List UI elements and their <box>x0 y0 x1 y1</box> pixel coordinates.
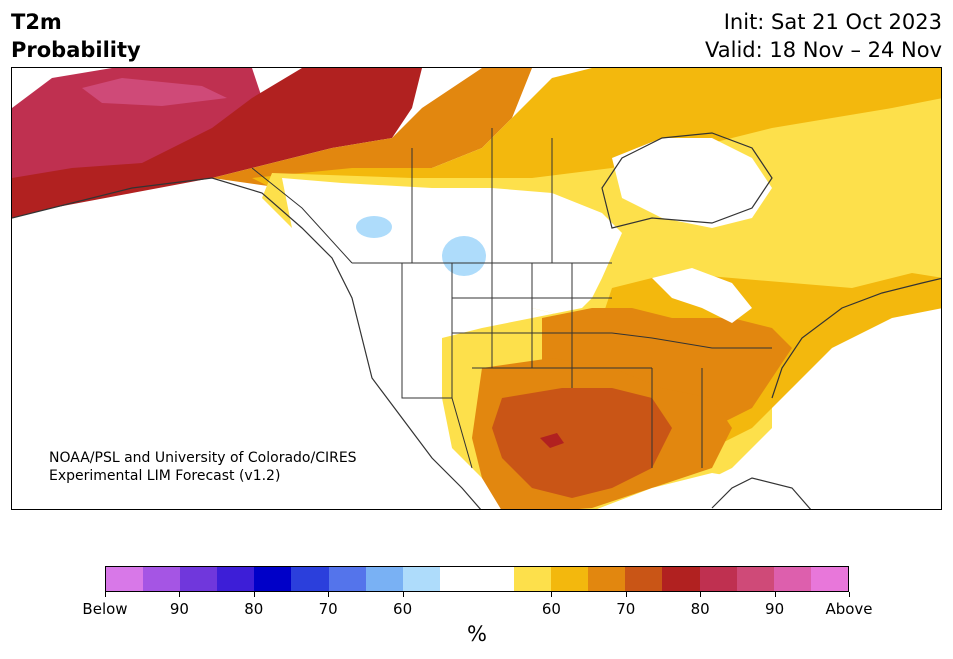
colorbar-swatch <box>328 567 366 591</box>
title-variable: T2m <box>11 10 62 34</box>
colorbar-tick-mark <box>328 592 330 597</box>
colorbar-swatch <box>254 567 292 591</box>
colorbar-swatch <box>551 567 589 591</box>
attribution-line1: NOAA/PSL and University of Colorado/CIRE… <box>49 450 357 466</box>
region-lakes <box>652 268 752 323</box>
coastlines <box>12 132 941 509</box>
colorbar-tick-label: Below <box>82 600 128 618</box>
colorbar-tick-mark <box>700 592 702 597</box>
colorbar-swatch <box>476 567 515 591</box>
colorbar-swatch <box>625 567 663 591</box>
colorbar-swatch <box>699 567 737 591</box>
north-america-map <box>12 68 941 509</box>
colorbar-tick-label: 90 <box>765 600 785 618</box>
region-texas-red <box>540 433 564 448</box>
colorbar-swatch <box>106 567 144 591</box>
attribution: NOAA/PSL and University of Colorado/CIRE… <box>49 449 357 485</box>
forecast-dates: Init: Sat 21 Oct 2023 Valid: 18 Nov – 24… <box>705 8 942 64</box>
colorbar <box>105 566 849 592</box>
colorbar-tick-label: 90 <box>169 600 189 618</box>
colorbar-tick-label: 60 <box>393 600 413 618</box>
valid-date: Valid: 18 Nov – 24 Nov <box>705 38 942 62</box>
forecast-map <box>11 67 942 510</box>
colorbar-swatch <box>773 567 811 591</box>
colorbar-tick-label: 60 <box>541 600 561 618</box>
attribution-line2: Experimental LIM Forecast (v1.2) <box>49 468 281 484</box>
map-title: T2m Probability <box>11 8 141 64</box>
colorbar-tick-mark <box>774 592 776 597</box>
region-hudson-bay <box>612 138 772 228</box>
colorbar-tick-label: 80 <box>244 600 264 618</box>
colorbar-swatch <box>143 567 181 591</box>
colorbar-swatch <box>588 567 626 591</box>
colorbar-swatch <box>514 567 552 591</box>
colorbar-tick-mark <box>551 592 553 597</box>
region-bc-light-blue <box>356 216 392 238</box>
colorbar-tick-mark <box>105 592 106 597</box>
colorbar-swatch <box>217 567 255 591</box>
region-alaska-red <box>12 68 422 218</box>
region-gulf <box>597 473 810 509</box>
colorbar-tick-mark <box>849 592 850 597</box>
colorbar-tick-mark <box>402 592 404 597</box>
colorbar-swatch <box>736 567 774 591</box>
colorbar-unit: % <box>467 622 487 646</box>
colorbar-tick-label: Above <box>825 600 873 618</box>
init-date: Init: Sat 21 Oct 2023 <box>723 10 942 34</box>
colorbar-swatch <box>662 567 700 591</box>
region-canada-orange <box>212 68 532 188</box>
colorbar-swatch <box>291 567 329 591</box>
colorbar-tick-mark <box>625 592 627 597</box>
region-texas-dark-orange <box>492 388 672 498</box>
colorbar-swatch <box>180 567 218 591</box>
colorbar-tick-mark <box>179 592 181 597</box>
region-alaska-pink <box>82 78 227 106</box>
colorbar-tick-mark <box>253 592 255 597</box>
title-subtitle: Probability <box>11 38 141 62</box>
borders <box>251 128 772 469</box>
colorbar-swatch <box>402 567 440 591</box>
colorbar-tick-label: 70 <box>318 600 338 618</box>
colorbar-swatch <box>439 567 477 591</box>
region-montana-light-blue <box>442 236 486 276</box>
colorbar-tick-label: 70 <box>616 600 636 618</box>
colorbar-tick-label: 80 <box>690 600 710 618</box>
colorbar-swatch <box>365 567 403 591</box>
colorbar-swatch <box>810 567 848 591</box>
